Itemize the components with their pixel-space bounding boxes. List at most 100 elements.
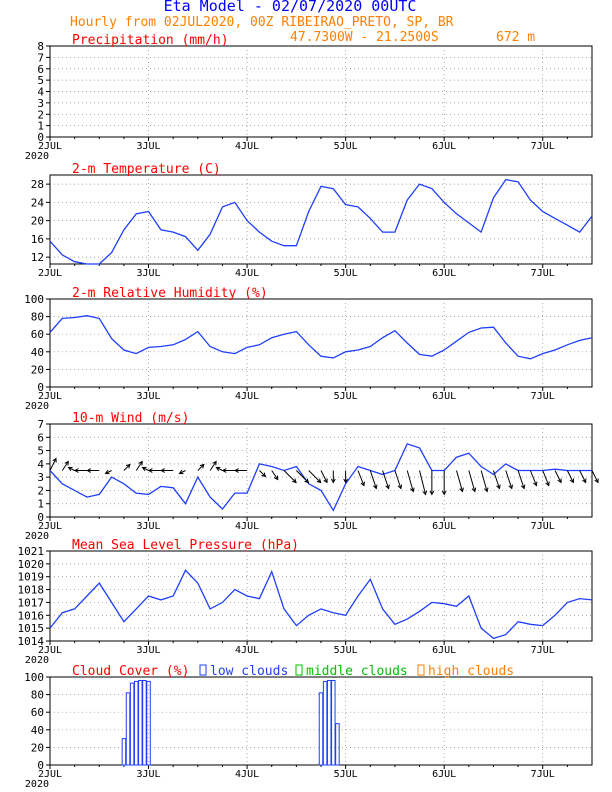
cloud-bar-low <box>133 680 139 766</box>
wind-arrow-head <box>582 478 587 484</box>
wind-arrow <box>123 464 131 471</box>
wind-arrow-head <box>221 468 227 473</box>
wind-arrow <box>283 470 297 483</box>
cloud-bar-low <box>335 723 340 766</box>
wind-arrow-head <box>373 484 378 490</box>
temp-xtick-label: 7JUL <box>531 268 555 279</box>
rh-ytick-label: 100 <box>24 293 44 306</box>
wind-xtick-label: 4JUL <box>235 521 259 532</box>
wind-arrow <box>554 470 562 483</box>
chart-title: Eta Model - 02/07/2020 00UTC <box>164 0 417 15</box>
cloud-ytick-label: 60 <box>31 706 44 719</box>
cloud-bar-low <box>331 680 336 766</box>
coordinates-text: 47.7300W - 21.2500S <box>290 30 439 45</box>
wind-arrow <box>179 470 186 474</box>
wind-arrow <box>456 470 463 492</box>
legend-swatch <box>295 664 303 676</box>
rh-ytick-label: 60 <box>31 328 44 341</box>
forecast-origin-line: Hourly from 02JUL2020, 00Z RIBEIRAO_PRET… <box>70 15 454 30</box>
temp-ytick-label: 12 <box>31 251 44 264</box>
wind-arrow-head <box>52 457 57 463</box>
rh-xtick-label: 5JUL <box>334 391 358 402</box>
wind-arrow <box>394 470 402 489</box>
wind-arrow <box>480 470 488 492</box>
wind-arrow-head <box>520 484 526 490</box>
rh-ytick-label: 80 <box>31 311 44 324</box>
rh-series-line <box>49 315 593 360</box>
wind-arrow-head <box>483 487 489 493</box>
wind-arrow <box>517 470 525 489</box>
wind-arrow <box>591 470 599 483</box>
wind-arrow-head <box>410 487 415 493</box>
temp-ytick-label: 28 <box>31 178 44 191</box>
cloud-title: Cloud Cover (%) <box>72 664 189 679</box>
wind-arrow-head <box>496 484 501 490</box>
cloud-year-label: 2020 <box>25 779 49 790</box>
wind-arrow <box>216 467 223 471</box>
wind-arrow-head <box>178 469 184 475</box>
wind-arrow-head <box>508 484 513 490</box>
precip-ytick-label: 4 <box>37 86 44 99</box>
precip-ytick-label: 5 <box>37 74 44 87</box>
wind-arrow-head <box>594 478 599 484</box>
precip-year-label: 2020 <box>25 151 49 162</box>
cloud-bar-low <box>125 692 131 766</box>
precip-ytick-label: 6 <box>37 63 44 76</box>
temp-series-line <box>49 178 593 265</box>
temp-ytick-label: 16 <box>31 233 44 246</box>
rh-xtick-label: 7JUL <box>531 391 555 402</box>
rh-frame <box>49 298 593 388</box>
legend-label: high clouds <box>428 664 514 679</box>
wind-title: 10-m Wind (m/s) <box>72 411 189 426</box>
mslp-xtick-label: 5JUL <box>334 645 358 656</box>
wind-xtick-label: 2JUL <box>38 521 62 532</box>
precip-xtick-label: 3JUL <box>136 141 160 152</box>
mslp-title: Mean Sea Level Pressure (hPa) <box>72 538 299 553</box>
wind-arrow-head <box>292 478 297 484</box>
temp-title: 2-m Temperature (C) <box>72 162 221 177</box>
cloud-bar-low <box>326 680 332 766</box>
wind-arrow-head <box>160 468 165 473</box>
wind-arrow-head <box>104 469 110 475</box>
wind-arrow-head <box>545 481 550 487</box>
wind-arrow <box>209 461 217 471</box>
wind-series-line <box>49 443 592 512</box>
wind-ytick-label: 1 <box>37 498 44 511</box>
wind-ytick-label: 3 <box>37 471 44 484</box>
mslp-frame <box>49 550 593 642</box>
precip-ytick-label: 0 <box>37 131 44 144</box>
cloud-ytick-label: 100 <box>24 671 44 684</box>
wind-arrow-head <box>459 487 464 493</box>
cloud-xtick-label: 6JUL <box>432 769 456 780</box>
cloud-bar-low <box>121 738 127 766</box>
wind-xtick-label: 6JUL <box>432 521 456 532</box>
mslp-ytick-label: 1015 <box>18 622 45 635</box>
wind-arrow <box>49 458 57 471</box>
rh-year-label: 2020 <box>25 401 49 412</box>
mslp-xtick-label: 3JUL <box>136 645 160 656</box>
wind-arrow <box>529 470 537 486</box>
cloud-bar-low <box>318 692 324 766</box>
cloud-bar-low <box>146 680 151 766</box>
wind-arrow-head <box>234 468 239 473</box>
wind-arrow-head <box>212 460 217 466</box>
mslp-series-line <box>49 569 593 640</box>
wind-arrow-head <box>261 472 267 478</box>
wind-arrow <box>357 470 365 486</box>
wind-arrow-head <box>141 466 147 472</box>
mslp-ytick-label: 1021 <box>18 545 45 558</box>
wind-ytick-label: 7 <box>37 418 44 431</box>
wind-arrow <box>505 470 513 489</box>
mslp-xtick-label: 4JUL <box>235 645 259 656</box>
wind-arrow <box>566 470 574 483</box>
cloud-bar-low <box>129 682 135 766</box>
wind-arrow <box>579 470 587 483</box>
cloud-ytick-label: 80 <box>31 689 44 702</box>
panel-rh: 0 20 40 60 80 100 2JUL 3JUL 4JUL 5JUL 6JUL 7JUL 2020… <box>24 286 593 412</box>
wind-arrow <box>135 461 143 471</box>
wind-arrow-head <box>73 468 79 473</box>
temp-xtick-label: 5JUL <box>334 268 358 279</box>
wind-xtick-label: 3JUL <box>136 521 160 532</box>
wind-xtick-label: 5JUL <box>334 521 358 532</box>
